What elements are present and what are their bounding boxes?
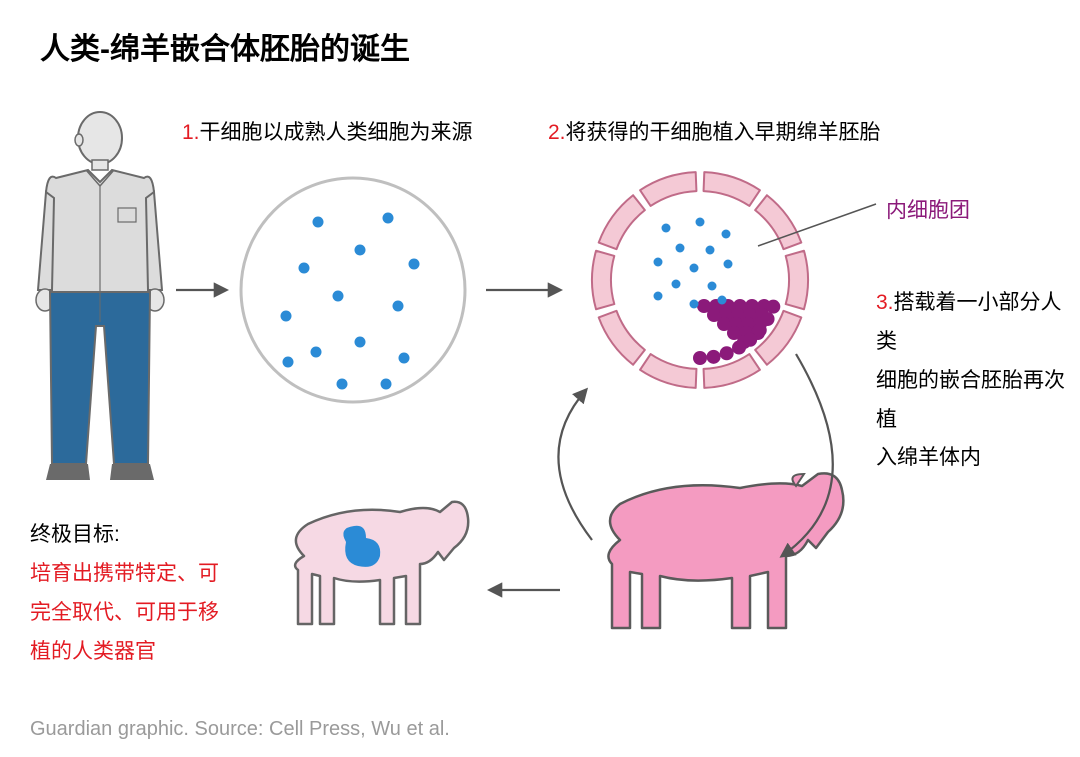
embryo-icon: [592, 172, 808, 388]
lamb-icon: [295, 502, 468, 624]
adult-sheep-icon: [608, 473, 843, 628]
diagram-scene: [0, 0, 1080, 757]
human-icon: [36, 112, 164, 480]
dish-icon: [241, 178, 465, 402]
